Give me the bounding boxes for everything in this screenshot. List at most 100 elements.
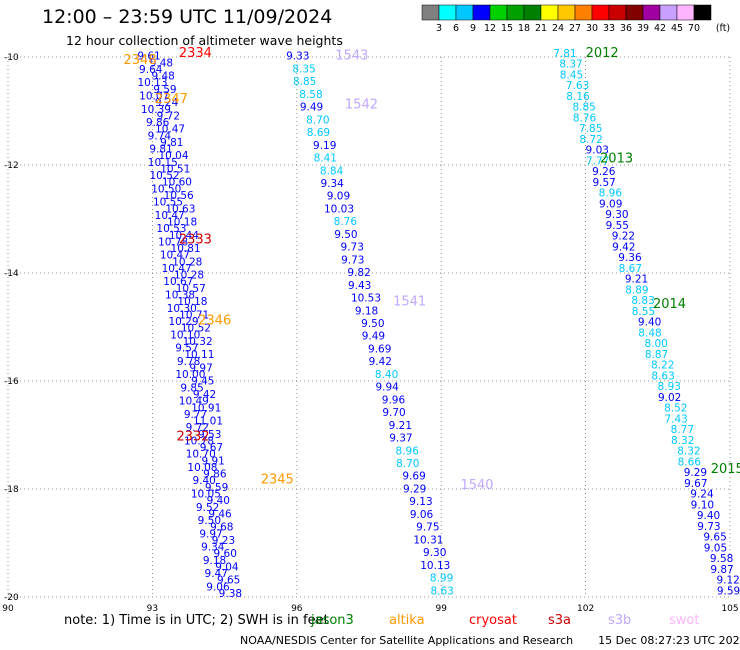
- wave-height-label: 10.08: [187, 462, 217, 474]
- y-tick-label: -14: [4, 269, 19, 279]
- wave-height-label: 9.49: [362, 331, 385, 343]
- wave-height-label: 9.02: [658, 392, 681, 404]
- wave-height-label: 9.42: [193, 389, 216, 401]
- wave-height-label: 9.10: [691, 499, 714, 511]
- wave-height-label: 8.55: [632, 306, 655, 318]
- y-tick-label: -12: [4, 161, 19, 171]
- wave-height-label: 9.36: [618, 252, 642, 264]
- wave-height-label: 9.09: [327, 191, 350, 203]
- x-tick-label: 96: [291, 604, 303, 614]
- wave-height-label: 9.67: [684, 478, 707, 490]
- wave-height-label: 8.76: [573, 112, 597, 124]
- wave-height-label: 9.53: [198, 429, 221, 441]
- track-time-label: 2332: [176, 429, 209, 444]
- wave-height-label: 10.13: [137, 77, 167, 89]
- wave-height-label: 10.55: [153, 197, 183, 209]
- credit-timestamp: 15 Dec 08:27:23 UTC 2024: [598, 634, 740, 647]
- track-time-label: 1543: [335, 49, 368, 64]
- wave-height-label: 9.73: [697, 521, 720, 533]
- wave-height-label: 9.50: [334, 229, 357, 241]
- wave-height-label: 10.49: [179, 396, 209, 408]
- chart-title: 12:00 – 23:59 UTC 11/09/2024: [42, 6, 333, 28]
- colorbar-swatch: [659, 4, 678, 21]
- wave-height-label: 8.48: [638, 327, 661, 339]
- track-time-label: 2333: [179, 232, 212, 247]
- colorbar-swatch: [540, 4, 559, 21]
- wave-height-label: 10.39: [141, 104, 171, 116]
- wave-height-label: 8.58: [299, 89, 322, 101]
- wave-height-label: 9.13: [409, 496, 432, 508]
- colorbar-tick-label: 12: [484, 23, 496, 34]
- wave-height-label: 8.96: [599, 188, 623, 200]
- wave-height-label: 8.76: [334, 216, 358, 228]
- wave-height-label: 10.56: [164, 190, 194, 202]
- colorbar-tick-label: 27: [569, 23, 581, 34]
- wave-height-label: 9.48: [150, 57, 173, 69]
- legend-entry-altika: altika: [389, 613, 425, 628]
- wave-height-label: 9.74: [148, 130, 172, 142]
- wave-height-label: 9.47: [205, 568, 228, 580]
- colorbar-swatch: [472, 4, 491, 21]
- wave-height-label: 9.81: [149, 144, 172, 156]
- wave-height-label: 9.73: [341, 254, 364, 266]
- colorbar-swatch: [625, 4, 644, 21]
- wave-height-label: 9.78: [177, 356, 200, 368]
- wave-height-label: 9.86: [203, 469, 227, 481]
- wave-height-label: 9.77: [184, 409, 207, 421]
- wave-height-label: 8.41: [314, 153, 337, 165]
- wave-height-label: 8.63: [651, 370, 674, 382]
- wave-height-label: 9.29: [403, 483, 426, 495]
- wave-height-label: 10.05: [191, 489, 221, 501]
- wave-height-label: 10.28: [172, 256, 202, 268]
- y-tick-label: -20: [4, 593, 19, 603]
- track-time-label: 2334: [179, 46, 212, 61]
- track-time-label: 2012: [586, 46, 619, 61]
- legend-entry-s3a: s3a: [548, 613, 572, 628]
- wave-height-label: 9.09: [599, 198, 622, 210]
- colorbar-swatch: [676, 4, 695, 21]
- wave-height-label: 9.40: [192, 475, 215, 487]
- wave-height-label: 9.52: [196, 502, 219, 514]
- wave-height-label: 8.00: [644, 338, 667, 350]
- wave-height-label: 9.18: [203, 555, 226, 567]
- wave-height-label: 10.67: [163, 276, 193, 288]
- wave-height-label: 9.73: [341, 242, 364, 254]
- wave-height-label: 9.24: [690, 489, 714, 501]
- wave-height-label: 10.91: [191, 402, 221, 414]
- wave-height-label: 10.18: [167, 217, 197, 229]
- wave-height-label: 9.43: [348, 280, 371, 292]
- wave-height-label: 8.85: [572, 102, 595, 114]
- colorbar-tick-label: 15: [501, 23, 513, 34]
- wave-height-label: 7.43: [664, 413, 687, 425]
- wave-height-label: 8.72: [579, 134, 602, 146]
- wave-height-label: 9.59: [153, 84, 176, 96]
- colorbar-swatch: [489, 4, 508, 21]
- wave-height-label: 9.42: [612, 241, 635, 253]
- wave-height-label: 10.53: [156, 223, 186, 235]
- colorbar-tick-label: 30: [586, 23, 598, 34]
- wave-height-label: 9.91: [201, 455, 224, 467]
- colorbar-tick-label: 36: [620, 23, 632, 34]
- wave-height-label: 7.81: [553, 48, 576, 60]
- wave-height-label: 10.50: [151, 183, 181, 195]
- colorbar-tick-label: 9: [470, 23, 476, 34]
- wave-height-label: 8.93: [658, 381, 681, 393]
- wave-height-label: 10.38: [165, 290, 195, 302]
- wave-height-label: 9.97: [199, 528, 222, 540]
- wave-height-label: 8.87: [645, 349, 668, 361]
- wave-height-label: 8.85: [293, 76, 316, 88]
- wave-height-label: 9.68: [210, 522, 233, 534]
- wave-height-label: 9.24: [155, 97, 179, 109]
- wave-height-label: 9.75: [416, 522, 439, 534]
- wave-height-label: 7.63: [566, 80, 589, 92]
- colorbar-swatch: [608, 4, 627, 21]
- wave-height-label: 9.94: [375, 382, 399, 394]
- wave-height-label: 8.70: [396, 458, 419, 470]
- wave-height-label: 9.69: [368, 343, 391, 355]
- wave-height-label: 9.48: [151, 71, 174, 83]
- wave-height-label: 8.96: [396, 445, 420, 457]
- y-tick-label: -18: [4, 485, 19, 495]
- wave-height-label: 9.96: [382, 394, 406, 406]
